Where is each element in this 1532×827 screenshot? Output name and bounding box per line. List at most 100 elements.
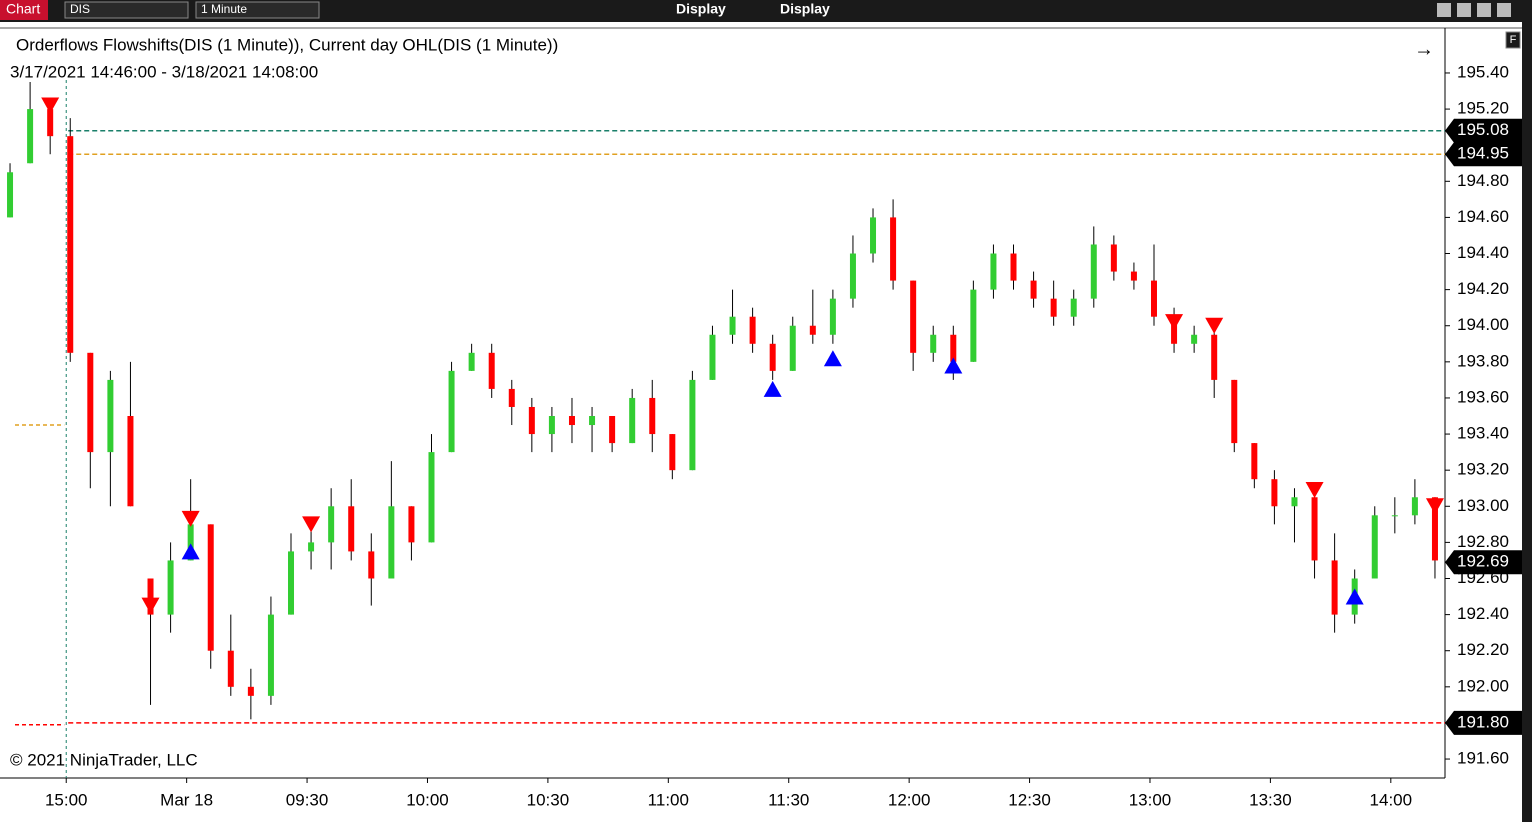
candle-body [930, 334, 937, 353]
date-range: 3/17/2021 14:46:00 - 3/18/2021 14:08:00 [10, 62, 318, 81]
candle-body [1411, 497, 1418, 516]
candle-body [488, 352, 495, 389]
candle-body [669, 434, 676, 471]
candle-body [308, 542, 315, 552]
candle-body [227, 650, 234, 687]
candle-body [568, 416, 575, 426]
candle-body [609, 416, 616, 444]
candle-body [428, 452, 435, 543]
chart-tab-label: Chart [6, 1, 40, 17]
symbol-box[interactable] [64, 1, 189, 19]
signal-down [302, 516, 321, 533]
y-tick-label: 193.80 [1457, 351, 1509, 370]
level-label: 194.95 [1457, 144, 1509, 163]
y-tick-label: 193.20 [1457, 460, 1509, 479]
candle-body [388, 506, 395, 579]
candle-body [107, 379, 114, 453]
chart-title: Orderflows Flowshifts(DIS (1 Minute)), C… [16, 35, 558, 54]
scroll-arrow[interactable]: → [1414, 38, 1434, 60]
signal-down [181, 510, 200, 527]
candle-body [1171, 316, 1178, 344]
candle-body [809, 325, 816, 335]
candle-body [1110, 244, 1117, 272]
y-tick-label: 192.00 [1457, 676, 1509, 695]
copyright: © 2021 NinjaTrader, LLC [10, 750, 198, 769]
candle-body [749, 316, 756, 344]
y-tick-label: 192.20 [1457, 640, 1509, 659]
candle-body [288, 551, 295, 615]
level-label-flag [1445, 710, 1522, 735]
signal-down [41, 97, 60, 114]
candle-body [829, 298, 836, 335]
interval-box[interactable] [195, 1, 320, 19]
x-tick-label: 09:30 [286, 790, 329, 809]
close[interactable] [1497, 3, 1511, 17]
candle-body [207, 524, 214, 651]
candle-body [187, 524, 194, 561]
candle-body [368, 551, 375, 579]
menu-item[interactable]: Display [780, 1, 830, 17]
signal-up [181, 543, 200, 560]
y-tick-label: 195.40 [1457, 62, 1509, 81]
candle-body [689, 379, 696, 471]
candle-body [849, 253, 856, 299]
level-label: 191.80 [1457, 712, 1509, 731]
x-tick-label: 14:00 [1370, 790, 1413, 809]
x-tick-label: 10:30 [527, 790, 570, 809]
restore[interactable] [1457, 3, 1471, 17]
x-tick-label: 11:30 [768, 790, 809, 809]
symbol: DIS [70, 2, 90, 16]
chart-tab[interactable] [0, 0, 48, 20]
candle-body [649, 397, 656, 435]
candle-body [1251, 443, 1258, 480]
candle-body [1191, 334, 1198, 344]
level-label-flag [1445, 142, 1522, 167]
signal-up [763, 380, 782, 397]
x-tick-label: Mar 18 [160, 790, 213, 809]
interval: 1 Minute [201, 2, 247, 16]
minimize[interactable] [1437, 3, 1451, 17]
y-tick-label: 193.60 [1457, 387, 1509, 406]
candle-body [408, 506, 415, 543]
candle-body [1391, 515, 1398, 517]
candle-body [468, 352, 475, 371]
candle-body [348, 506, 355, 552]
candle-body [47, 109, 54, 137]
candle-body [789, 325, 796, 371]
candle-body [147, 578, 154, 615]
x-tick-label: 12:30 [1008, 790, 1051, 809]
toolbar [0, 0, 1532, 22]
x-tick-label: 11:00 [648, 790, 689, 809]
candle-body [1371, 515, 1378, 579]
y-tick-label: 192.40 [1457, 604, 1509, 623]
signal-down [1165, 314, 1184, 331]
candle-body [709, 334, 716, 380]
menu-item[interactable]: Display [676, 1, 726, 17]
candle-body [910, 280, 917, 353]
panel-button[interactable] [1505, 31, 1521, 49]
candle-body [7, 172, 14, 218]
candle-body [990, 253, 997, 290]
candle-body [67, 136, 74, 353]
maximize[interactable] [1477, 3, 1491, 17]
candle-body [1291, 497, 1298, 507]
level-label: 195.08 [1457, 120, 1509, 139]
candle-body [1030, 280, 1037, 299]
y-tick-label: 194.60 [1457, 207, 1509, 226]
candle-body [328, 506, 335, 543]
candle-body [87, 352, 94, 453]
candle-body [1130, 271, 1137, 281]
signal-down [141, 597, 160, 614]
signal-down [1305, 482, 1324, 499]
x-tick-label: 13:30 [1249, 790, 1292, 809]
candle-body [247, 686, 254, 696]
y-tick-label: 195.20 [1457, 99, 1509, 118]
candle-body [1090, 244, 1097, 299]
signal-up [944, 357, 963, 374]
signal-up [823, 350, 842, 367]
y-tick-label: 194.20 [1457, 279, 1509, 298]
y-tick-label: 193.40 [1457, 424, 1509, 443]
right-border [1522, 22, 1532, 822]
